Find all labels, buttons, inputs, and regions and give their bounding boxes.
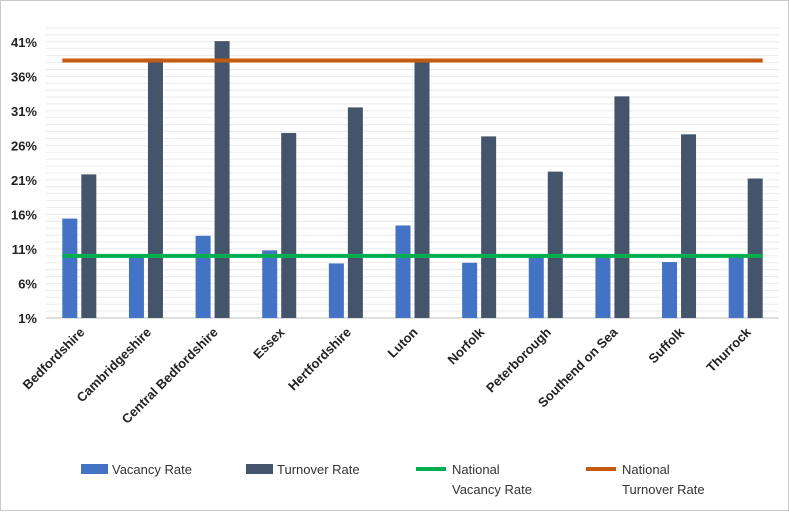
x-tick-label: Bedfordshire [20,325,88,393]
legend-swatch [81,464,108,474]
bar-turnover-rate [614,96,630,318]
x-tick-label: Peterborough [483,324,554,395]
bar-turnover-rate [547,171,563,318]
y-tick-label: 1% [18,311,37,326]
bar-vacancy-rate [462,262,478,318]
y-tick-label: 36% [11,69,37,84]
y-tick-label: 31% [11,104,37,119]
bar-vacancy-rate [128,255,144,318]
x-tick-label: Suffolk [645,324,687,366]
bar-vacancy-rate [662,262,678,318]
bar-vacancy-rate [728,255,744,318]
bar-vacancy-rate [395,225,411,318]
bar-vacancy-rate [328,263,344,318]
x-tick-label: Essex [250,324,288,362]
y-tick-label: 6% [18,276,37,291]
bar-vacancy-rate [595,255,611,318]
y-axis: 1% 6% 11% 16% 21% 26% 31% 36% 41% [11,35,37,326]
legend: Vacancy Rate Turnover Rate National Vacancy… [81,462,705,497]
bar-turnover-rate [681,134,697,318]
bar-vacancy-rate [195,235,211,318]
bar-turnover-rate [414,60,430,318]
bar-turnover-rate [147,58,163,318]
x-tick-label: Hertfordshire [285,325,354,394]
legend-swatch [246,464,273,474]
y-tick-label: 11% [12,242,38,257]
legend-label: Turnover Rate [277,462,360,477]
x-tick-label: Thurrock [703,324,754,375]
bar-turnover-rate [214,41,230,318]
x-tick-label: Norfolk [444,324,487,367]
reference-lines [62,58,763,258]
legend-label: Vacancy Rate [112,462,192,477]
legend-label: National Turnover Rate [622,462,705,497]
bar-turnover-rate [747,178,763,318]
y-tick-label: 41% [11,35,37,50]
gridlines [46,27,779,319]
bar-vacancy-rate [62,218,78,318]
bar-vacancy-rate [262,250,278,318]
x-tick-label: Luton [384,324,420,360]
bar-turnover-rate [481,136,497,318]
bar-vacancy-rate [528,255,544,318]
bars [62,41,763,319]
bar-turnover-rate [347,107,363,319]
bar-turnover-rate [281,132,297,318]
y-tick-label: 26% [11,138,37,153]
legend-label: National Vacancy Rate [452,462,532,497]
y-tick-label: 16% [11,207,37,222]
bar-turnover-rate [81,174,97,318]
y-tick-label: 21% [11,173,37,188]
